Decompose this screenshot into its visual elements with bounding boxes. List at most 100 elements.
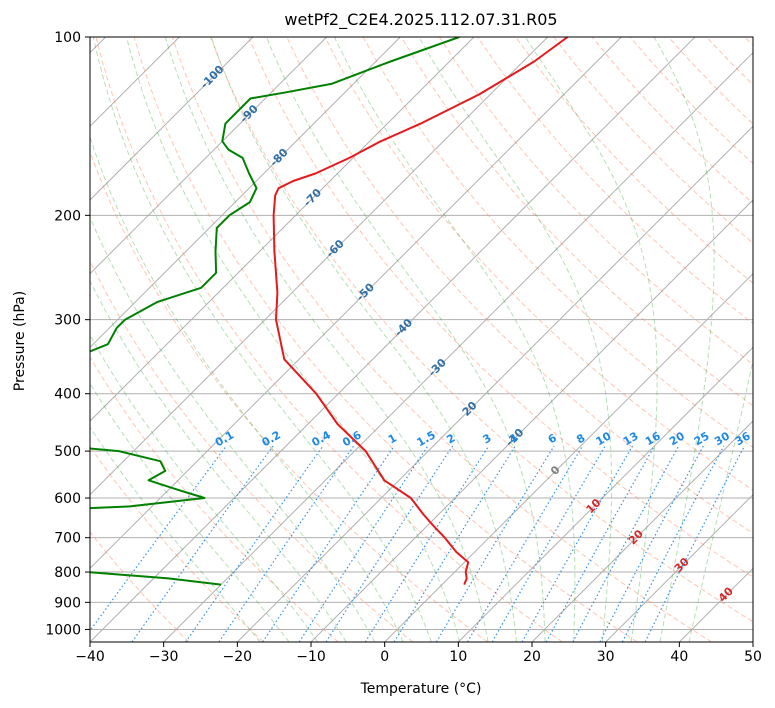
- x-tick-label: 30: [597, 649, 615, 665]
- moist-adiabat-line: [92, 37, 432, 642]
- x-axis-label: Temperature (°C): [360, 681, 482, 697]
- mixing-ratio-line: [572, 445, 680, 642]
- x-tick-label: 40: [670, 649, 688, 665]
- isotherm-label: 40: [716, 584, 736, 604]
- moist-adiabat-line: [90, 382, 290, 642]
- mixing-ratio-label: 6: [546, 431, 559, 446]
- isotherm-line: [90, 37, 622, 570]
- dry-adiabat-line: [210, 37, 753, 623]
- mixing-ratio-label: 3: [480, 431, 493, 446]
- moist-adiabat-line: [90, 334, 319, 642]
- moist-adiabat-line: [418, 37, 613, 642]
- dry-adiabat-line: [362, 37, 753, 449]
- dry-adiabat-line: [515, 37, 753, 284]
- mixing-ratio-label: 0.2: [260, 428, 283, 449]
- mixing-ratio-line: [298, 445, 429, 642]
- isotherm-line: [90, 37, 549, 496]
- moist-adiabat-line: [524, 37, 658, 642]
- isotherm-line: [531, 420, 753, 642]
- mixing-ratio-label: 16: [643, 429, 663, 448]
- axes: −40 −30 −20 −10 0 10 20 30 40 5010020030040050060…: [45, 30, 762, 665]
- moist-adiabat-line: [266, 37, 546, 642]
- moist-adiabat-line: [653, 37, 715, 642]
- dewpoint-profile-line: [90, 37, 460, 586]
- moist-adiabat-line: [90, 215, 376, 642]
- dry-adiabat-line: [706, 37, 753, 86]
- moist-adiabat-line: [688, 358, 753, 642]
- x-tick-label: 10: [449, 649, 467, 665]
- moist-adiabat-line: [90, 426, 261, 642]
- mixing-ratio-label: 20: [667, 429, 687, 448]
- mixing-ratio-line: [466, 445, 584, 642]
- moist-adiabat-line: [90, 135, 404, 642]
- chart-title: wetPf2_C2E4.2025.112.07.31.R05: [284, 10, 557, 30]
- mixing-ratio-label: 13: [621, 429, 641, 448]
- y-tick-label: 300: [54, 313, 81, 329]
- mixing-ratio-label: 8: [574, 431, 587, 446]
- mixing-ratio-line: [393, 445, 516, 642]
- mixing-ratio-line: [599, 445, 704, 642]
- isotherm-line: [678, 567, 753, 642]
- y-tick-label: 400: [54, 387, 81, 403]
- dry-adiabat-line: [90, 150, 488, 642]
- moist-adiabat-line: [90, 279, 347, 642]
- dry-adiabat-line: [248, 37, 753, 578]
- dry-adiabat-line: [90, 445, 264, 642]
- y-tick-label: 800: [54, 565, 81, 581]
- dry-adiabat-line: [553, 37, 753, 244]
- moist-adiabat-line: [126, 37, 461, 642]
- mixing-ratio-line: [364, 445, 490, 642]
- mixing-ratio-line: [218, 445, 355, 642]
- dry-adiabat-line: [171, 37, 712, 642]
- plot-area: -100-90-80-70-60-50-40-3020-100102030400…: [90, 37, 753, 642]
- y-tick-label: 500: [54, 444, 81, 460]
- dry-adiabat-line: [90, 259, 414, 642]
- dry-adiabat-line: [400, 37, 753, 407]
- dry-adiabat-line: [438, 37, 753, 366]
- y-tick-label: 700: [54, 531, 81, 547]
- moist-adiabat-line: [164, 37, 489, 642]
- mixing-ratio-line: [131, 445, 274, 642]
- x-tick-label: 0: [380, 649, 389, 665]
- dry-adiabat-line: [90, 356, 339, 642]
- dry-adiabat-line: [95, 37, 563, 642]
- mixing-ratio-line: [262, 445, 395, 642]
- x-tick-label: 50: [744, 649, 762, 665]
- mixing-ratio-line: [644, 445, 746, 642]
- mixing-ratio-label: 1: [386, 431, 399, 446]
- dry-adiabat-line: [324, 37, 753, 491]
- x-tick-label: −20: [223, 649, 253, 665]
- dry-adiabat-line: [133, 37, 638, 642]
- mixing-ratio-line: [521, 445, 634, 642]
- dry-adiabat-line: [90, 531, 190, 642]
- x-tick-label: −10: [296, 649, 326, 665]
- mixing-ratio-label: 0.1: [213, 428, 236, 449]
- dry-adiabat-line: [668, 37, 753, 125]
- dry-adiabat-line: [744, 37, 753, 47]
- y-tick-label: 200: [54, 208, 81, 224]
- moist-adiabat-line: [210, 37, 517, 642]
- x-tick-label: −40: [75, 649, 105, 665]
- mixing-ratio-line: [545, 445, 656, 642]
- mixing-ratio-line: [185, 445, 324, 642]
- isotherm-line: [236, 125, 753, 642]
- isotherm-line: [90, 37, 475, 422]
- plot-inner: -100-90-80-70-60-50-40-3020-100102030400…: [90, 37, 753, 642]
- y-axis-label: Pressure (hPa): [12, 291, 28, 391]
- isotherm-line: [605, 493, 753, 642]
- mixing-ratio-line: [325, 445, 454, 642]
- dry-adiabat-line: [591, 37, 753, 204]
- y-tick-label: 900: [54, 595, 81, 611]
- isotherm-line: [310, 199, 753, 642]
- isotherm-line: [90, 37, 696, 642]
- mixing-ratio-line: [435, 445, 555, 642]
- isotherm-line: [90, 37, 328, 275]
- x-tick-label: 20: [523, 649, 541, 665]
- mixing-ratio-line: [621, 445, 725, 642]
- isotherm-label: 20: [626, 527, 646, 547]
- isotherm-line: [163, 51, 753, 642]
- plot-frame: [89, 36, 754, 643]
- temperature-profile-line: [272, 37, 569, 585]
- y-tick-label: 600: [54, 491, 81, 507]
